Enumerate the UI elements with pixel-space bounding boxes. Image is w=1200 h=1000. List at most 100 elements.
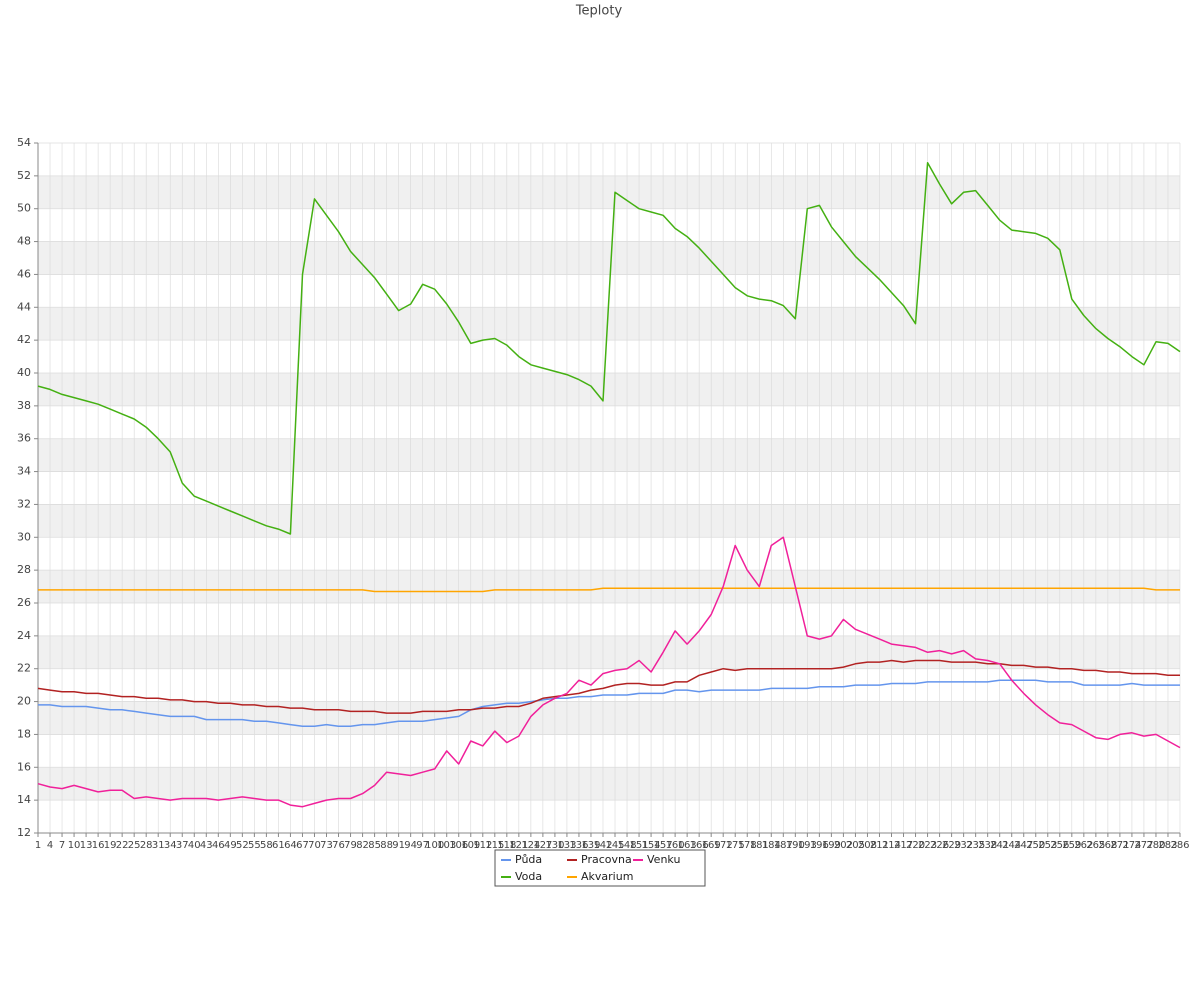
x-tick-label: 226 xyxy=(930,840,949,851)
x-tick-label: 52 xyxy=(236,840,249,851)
x-tick-label: 22 xyxy=(116,840,129,851)
x-tick-label: 187 xyxy=(774,840,793,851)
x-tick-label: 106 xyxy=(449,840,468,851)
x-tick-label: 181 xyxy=(750,840,769,851)
grid-band xyxy=(38,438,1180,472)
x-tick-label: 274 xyxy=(1122,840,1141,851)
x-tick-label: 268 xyxy=(1098,840,1117,851)
x-tick-label: 91 xyxy=(392,840,405,851)
grid-band xyxy=(38,241,1180,275)
x-tick-label: 67 xyxy=(296,840,309,851)
x-tick-label: 13 xyxy=(80,840,93,851)
x-tick-label: 169 xyxy=(702,840,721,851)
chart-title: Teploty xyxy=(575,4,623,19)
x-tick-label: 43 xyxy=(200,840,213,851)
grid-band xyxy=(38,767,1180,801)
y-tick-label: 32 xyxy=(17,497,31,510)
x-tick-label: 238 xyxy=(978,840,997,851)
series-line xyxy=(38,679,1180,727)
x-tick-label: 151 xyxy=(630,840,649,851)
x-tick-label: 175 xyxy=(726,840,745,851)
x-tick-label: 124 xyxy=(521,840,540,851)
grid-band xyxy=(38,635,1180,669)
x-tick-label: 247 xyxy=(1014,840,1033,851)
x-tick-label: 202 xyxy=(834,840,853,851)
x-tick-label: 193 xyxy=(798,840,817,851)
y-tick-label: 34 xyxy=(17,465,31,478)
x-tick-label: 235 xyxy=(966,840,985,851)
x-tick-label: 46 xyxy=(212,840,225,851)
y-tick-label: 38 xyxy=(17,399,31,412)
x-tick-label: 28 xyxy=(140,840,153,851)
x-tick-label: 1 xyxy=(35,840,41,851)
y-tick-label: 44 xyxy=(17,300,31,313)
x-tick-label: 205 xyxy=(846,840,865,851)
x-tick-label: 103 xyxy=(437,840,456,851)
y-tick-label: 16 xyxy=(17,760,31,773)
x-tick-label: 64 xyxy=(284,840,297,851)
grid-band xyxy=(38,307,1180,341)
y-tick-label: 14 xyxy=(17,793,31,806)
x-tick-label: 286 xyxy=(1170,840,1189,851)
y-tick-label: 54 xyxy=(17,136,31,149)
x-tick-label: 265 xyxy=(1086,840,1105,851)
x-tick-label: 148 xyxy=(617,840,636,851)
x-tick-label: 109 xyxy=(461,840,480,851)
x-tick-label: 10 xyxy=(68,840,81,851)
x-tick-label: 220 xyxy=(906,840,925,851)
x-tick-label: 154 xyxy=(642,840,661,851)
x-tick-label: 127 xyxy=(533,840,552,851)
x-tick-label: 49 xyxy=(224,840,237,851)
x-tick-label: 70 xyxy=(308,840,321,851)
legend: Půda Voda Pracovna Akvarium Venku xyxy=(494,849,706,887)
x-tick-label: 73 xyxy=(320,840,333,851)
x-tick-label: 256 xyxy=(1050,840,1069,851)
x-tick-label: 130 xyxy=(545,840,564,851)
x-tick-label: 136 xyxy=(569,840,588,851)
legend-label: Pracovna xyxy=(581,853,632,866)
y-tick-label: 36 xyxy=(17,432,31,445)
grid-band xyxy=(38,504,1180,538)
x-tick-label: 166 xyxy=(690,840,709,851)
x-tick-label: 118 xyxy=(497,840,516,851)
grid-band xyxy=(38,570,1180,603)
x-tick-label: 142 xyxy=(593,840,612,851)
y-tick-label: 30 xyxy=(17,530,31,543)
y-tick-label: 24 xyxy=(17,629,31,642)
x-tick-label: 262 xyxy=(1074,840,1093,851)
x-tick-label: 223 xyxy=(918,840,937,851)
x-tick-label: 241 xyxy=(990,840,1009,851)
x-tick-label: 79 xyxy=(344,840,357,851)
y-tick-label: 40 xyxy=(17,366,31,379)
x-tick-label: 31 xyxy=(152,840,165,851)
grid-band xyxy=(38,175,1180,209)
y-tick-label: 18 xyxy=(17,727,31,740)
x-tick-label: 4 xyxy=(47,840,53,851)
x-tick-label: 40 xyxy=(188,840,201,851)
x-tick-label: 160 xyxy=(666,840,685,851)
grid-band xyxy=(38,373,1180,406)
x-tick-label: 55 xyxy=(248,840,261,851)
x-tick-label: 94 xyxy=(404,840,417,851)
legend-label: Akvarium xyxy=(581,870,633,883)
x-tick-label: 7 xyxy=(59,840,65,851)
x-tick-label: 244 xyxy=(1002,840,1021,851)
y-tick-label: 28 xyxy=(17,563,31,576)
y-tick-label: 42 xyxy=(17,333,31,346)
x-tick-label: 232 xyxy=(954,840,973,851)
y-tick-label: 46 xyxy=(17,267,31,280)
legend-label: Voda xyxy=(515,870,542,883)
x-tick-label: 37 xyxy=(176,840,189,851)
x-tick-label: 217 xyxy=(894,840,913,851)
x-tick-label: 211 xyxy=(870,840,889,851)
x-tick-label: 97 xyxy=(416,840,429,851)
x-tick-label: 76 xyxy=(332,840,345,851)
y-tick-label: 26 xyxy=(17,596,31,609)
x-tick-label: 133 xyxy=(557,840,576,851)
series-line xyxy=(37,161,1181,535)
x-tick-label: 85 xyxy=(368,840,381,851)
x-tick-label: 199 xyxy=(822,840,841,851)
x-tick-label: 19 xyxy=(104,840,117,851)
x-tick-label: 184 xyxy=(762,840,781,851)
